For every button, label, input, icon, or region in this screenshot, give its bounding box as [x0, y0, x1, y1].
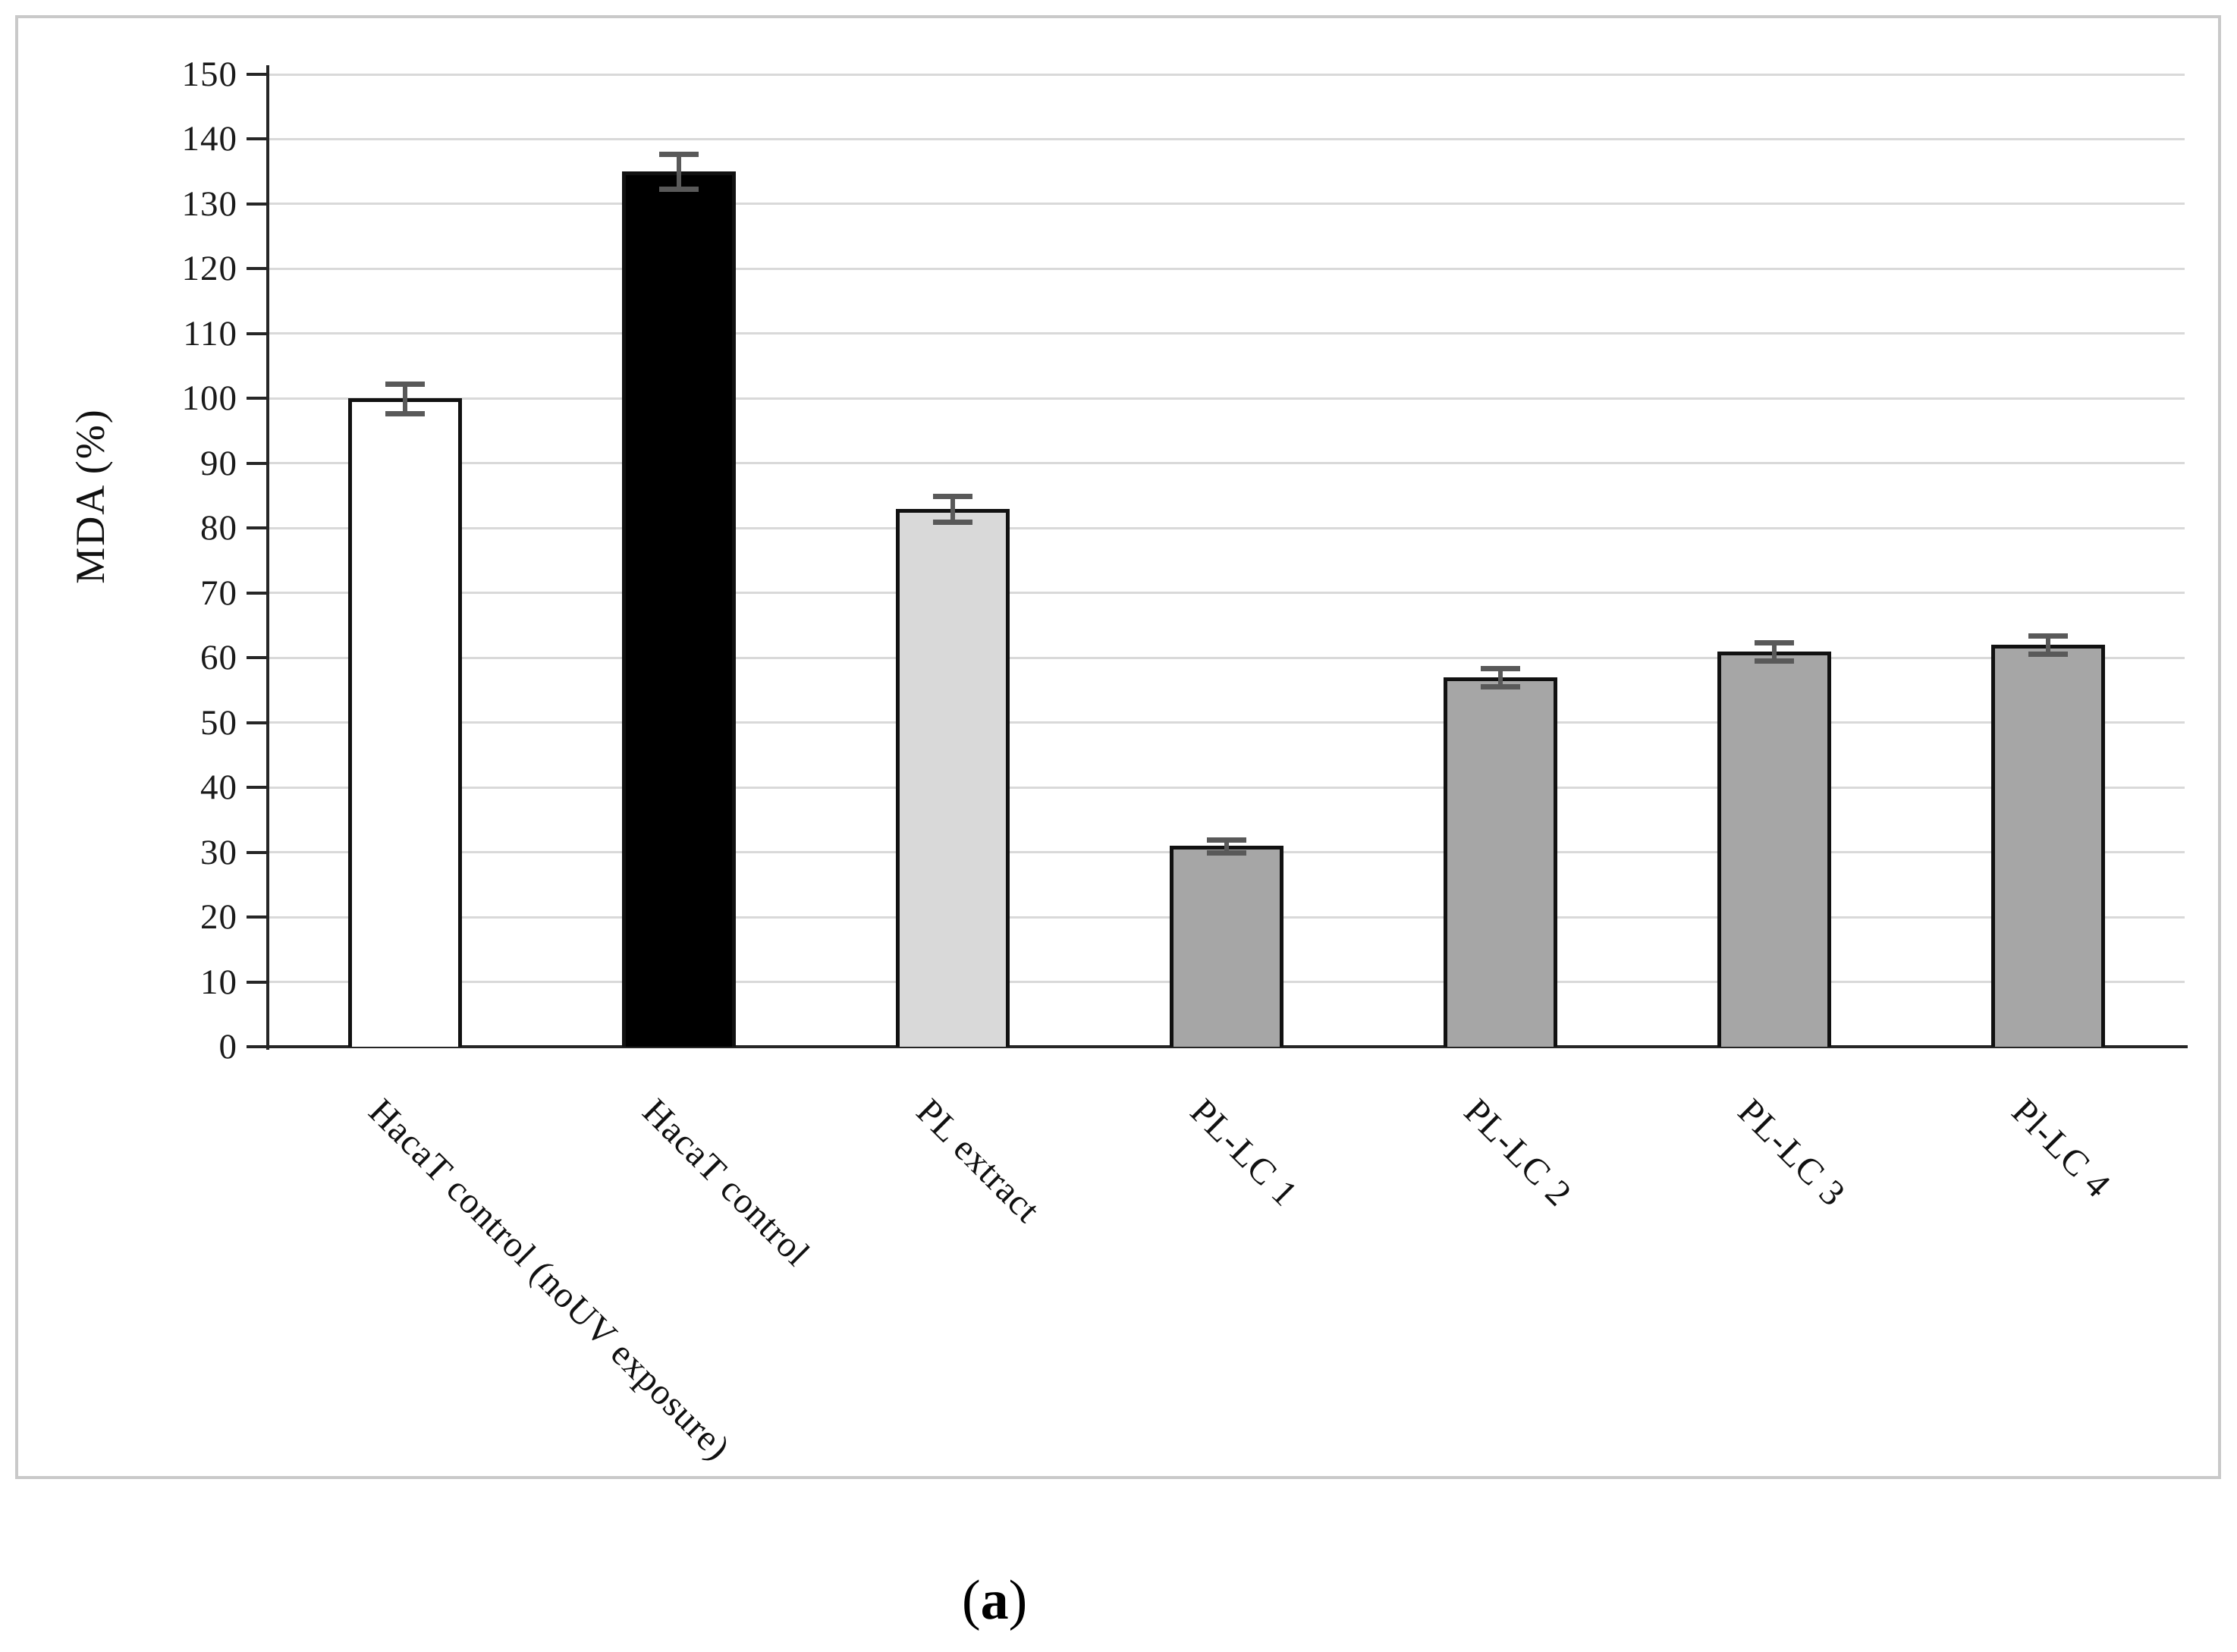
x-category-label-pl-extract: PL extract — [908, 1091, 1048, 1231]
gridline-80 — [269, 526, 2185, 529]
bar-pl-lc-4 — [1990, 645, 2105, 1047]
y-tick-mark-100 — [247, 397, 268, 400]
chart-frame: 0 10 20 30 40 50 60 70 80 90 100 110 120 130 140 150 Hac… — [15, 15, 2221, 1479]
error-bar-cap-low-pl-lc-4 — [2028, 652, 2068, 658]
caption-letter: a — [980, 1569, 1009, 1632]
gridline-140 — [269, 137, 2185, 140]
y-tick-label-20: 20 — [200, 897, 237, 937]
x-category-label-hacat-control: HacaT control — [634, 1091, 818, 1274]
y-tick-label-0: 0 — [218, 1027, 237, 1066]
error-bar-cap-high-hacat-control — [658, 152, 699, 158]
error-bar-cap-low-hacat-control — [658, 187, 699, 193]
y-tick-label-30: 30 — [200, 832, 237, 872]
figure-caption: (a) — [962, 1569, 1027, 1633]
y-tick-label-90: 90 — [200, 443, 237, 483]
y-tick-label-40: 40 — [200, 768, 237, 808]
bar-pl-extract — [895, 508, 1010, 1047]
y-tick-label-120: 120 — [181, 249, 237, 289]
error-bar-cap-high-pl-lc-4 — [2028, 633, 2068, 639]
bar-pl-lc-3 — [1717, 651, 1831, 1047]
error-bar-cap-high-pl-extract — [932, 493, 972, 499]
y-tick-mark-140 — [247, 137, 268, 141]
bar-pl-lc-1 — [1169, 846, 1283, 1047]
y-tick-label-10: 10 — [200, 962, 237, 1002]
y-tick-label-110: 110 — [183, 313, 237, 353]
error-bar-cap-high-pl-lc-1 — [1206, 837, 1246, 843]
gridline-40 — [269, 786, 2185, 789]
y-tick-label-60: 60 — [200, 638, 237, 678]
y-tick-mark-70 — [247, 591, 268, 595]
y-tick-mark-110 — [247, 331, 268, 335]
x-category-label-pl-lc-4: Pl-LC 4 — [2003, 1091, 2119, 1206]
y-tick-mark-50 — [247, 721, 268, 724]
gridline-130 — [269, 203, 2185, 206]
y-tick-label-140: 140 — [181, 119, 237, 159]
gridline-110 — [269, 332, 2185, 335]
error-bar-stem-pl-lc-1 — [1224, 839, 1229, 853]
gridline-120 — [269, 267, 2185, 270]
error-bar-stem-pl-extract — [950, 495, 955, 522]
error-bar-cap-low-pl-extract — [932, 519, 972, 525]
y-tick-label-80: 80 — [200, 508, 237, 548]
error-bar-cap-high-pl-lc-2 — [1480, 665, 1520, 671]
gridline-50 — [269, 721, 2185, 724]
bar-pl-lc-2 — [1443, 677, 1557, 1047]
error-bar-cap-high-hacat-control-nouv-exposure — [385, 381, 425, 387]
y-tick-mark-150 — [247, 73, 268, 76]
y-tick-mark-30 — [247, 850, 268, 854]
y-tick-mark-40 — [247, 786, 268, 790]
gridline-60 — [269, 656, 2185, 659]
y-tick-mark-0 — [247, 1045, 268, 1048]
y-tick-mark-90 — [247, 461, 268, 465]
error-bar-cap-low-pl-lc-1 — [1206, 850, 1246, 856]
y-tick-mark-120 — [247, 267, 268, 271]
y-tick-mark-10 — [247, 980, 268, 984]
error-bar-stem-pl-lc-2 — [1497, 667, 1503, 686]
y-tick-label-130: 130 — [181, 184, 237, 224]
error-bar-stem-pl-lc-3 — [1771, 642, 1777, 661]
caption-paren-close: ) — [1008, 1569, 1028, 1632]
error-bar-cap-low-hacat-control-nouv-exposure — [385, 410, 425, 416]
y-tick-label-100: 100 — [181, 378, 237, 419]
error-bar-stem-pl-lc-4 — [2045, 636, 2050, 655]
x-category-label-pl-lc-1: PL-LC 1 — [1182, 1091, 1305, 1214]
gridline-90 — [269, 462, 2185, 465]
error-bar-stem-hacat-control — [676, 154, 681, 190]
gridline-150 — [269, 73, 2185, 76]
y-tick-mark-80 — [247, 526, 268, 530]
y-tick-mark-60 — [247, 656, 268, 660]
y-tick-label-150: 150 — [181, 55, 237, 94]
gridline-100 — [269, 397, 2185, 400]
x-category-label-pl-lc-2: PL-LC 2 — [1456, 1091, 1579, 1214]
x-category-label-pl-lc-3: PL-LC 3 — [1730, 1091, 1853, 1214]
bar-hacat-control — [621, 171, 736, 1047]
gridline-70 — [269, 592, 2185, 595]
y-axis-title: MDA (%) — [68, 408, 113, 584]
bar-hacat-control-nouv-exposure — [347, 398, 462, 1047]
caption-paren-open: ( — [962, 1569, 981, 1632]
y-tick-label-50: 50 — [200, 702, 237, 743]
y-axis-line — [266, 65, 269, 1050]
plot-area: 0 10 20 30 40 50 60 70 80 90 100 110 120 130 140 150 Hac… — [18, 18, 2218, 1476]
error-bar-stem-hacat-control-nouv-exposure — [402, 383, 407, 413]
y-tick-mark-130 — [247, 202, 268, 206]
x-axis-line — [266, 1045, 2188, 1048]
y-tick-label-70: 70 — [200, 573, 237, 613]
error-bar-cap-low-pl-lc-2 — [1480, 683, 1520, 689]
error-bar-cap-high-pl-lc-3 — [1754, 639, 1794, 645]
error-bar-cap-low-pl-lc-3 — [1754, 658, 1794, 664]
y-tick-mark-20 — [247, 916, 268, 919]
